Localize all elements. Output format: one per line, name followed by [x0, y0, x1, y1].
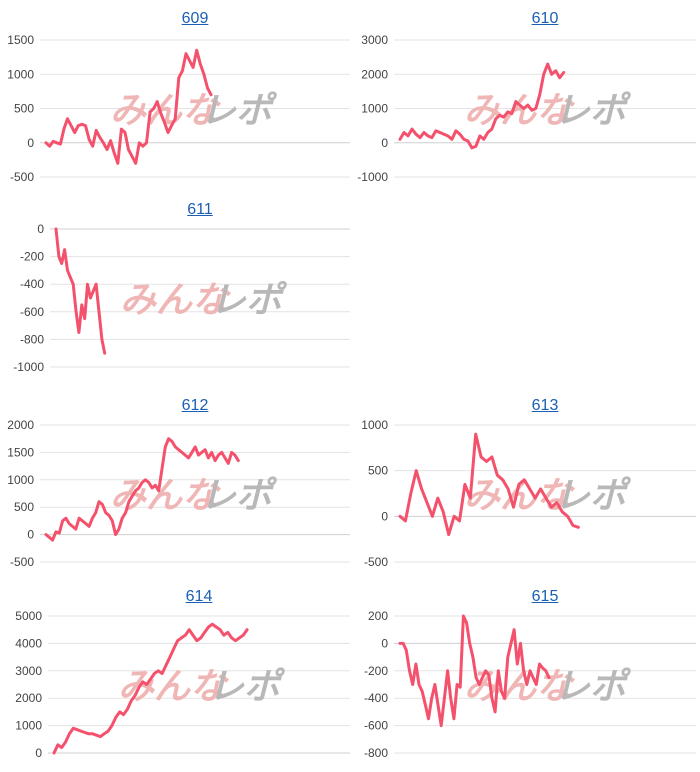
y-tick-label: 2000	[7, 418, 34, 432]
y-tick-label: -600	[364, 719, 388, 733]
series-line	[54, 227, 107, 355]
watermark-logo: みんな	[118, 667, 230, 708]
y-tick-label: -500	[10, 555, 34, 569]
y-tick-label: 1500	[7, 33, 34, 47]
watermark-logo: みんな	[110, 476, 222, 517]
watermark-logo: レポ	[200, 91, 278, 132]
y-tick-label: 1000	[361, 102, 388, 116]
y-tick-label: -400	[364, 691, 388, 705]
y-tick-label: -400	[20, 277, 44, 291]
series-line	[44, 48, 213, 165]
y-tick-label: 0	[381, 636, 388, 650]
y-tick-label: -800	[20, 332, 44, 346]
watermark-logo: レポ	[554, 91, 632, 132]
y-tick-label: -200	[364, 664, 388, 678]
series-line	[398, 614, 551, 728]
y-tick-label: 2000	[361, 67, 388, 81]
y-tick-label: -500	[364, 555, 388, 569]
y-tick-label: 1000	[361, 418, 388, 432]
y-tick-label: 500	[14, 500, 34, 514]
y-tick-label: 3000	[361, 33, 388, 47]
y-tick-label: 0	[37, 222, 44, 236]
y-tick-label: 500	[14, 102, 34, 116]
watermark-logo: レポ	[208, 667, 286, 708]
watermark-logo: みんな	[464, 667, 576, 708]
y-tick-label: -1000	[13, 360, 44, 374]
chart-title-link[interactable]: 613	[531, 397, 559, 414]
chart-title-link[interactable]: 611	[187, 201, 213, 218]
y-tick-label: 0	[27, 136, 34, 150]
chart-title-link[interactable]: 614	[185, 588, 213, 605]
y-tick-label: 1000	[7, 67, 34, 81]
y-tick-label: -1000	[357, 170, 388, 184]
chart-title-link[interactable]: 610	[531, 10, 559, 27]
y-tick-label: 0	[381, 509, 388, 523]
y-tick-label: 200	[368, 609, 388, 623]
series-line	[44, 437, 240, 542]
y-tick-label: 0	[27, 528, 34, 542]
y-tick-label: 4000	[15, 636, 42, 650]
chart-title-link[interactable]: 615	[531, 588, 559, 605]
y-tick-label: 500	[368, 464, 388, 478]
watermark-logo: レポ	[554, 667, 632, 708]
y-tick-label: 2000	[15, 691, 42, 705]
y-tick-label: 1500	[7, 445, 34, 459]
series-line	[398, 62, 566, 150]
watermark-logo: レポ	[210, 280, 288, 321]
watermark-logo: みんな	[464, 91, 576, 132]
chart-title-link[interactable]: 609	[181, 10, 209, 27]
watermark-logo: みんな	[120, 280, 232, 321]
y-tick-label: 0	[381, 136, 388, 150]
y-tick-label: -200	[20, 250, 44, 264]
series-line	[52, 622, 249, 755]
y-tick-label: 0	[35, 746, 42, 760]
y-tick-label: 5000	[15, 609, 42, 623]
y-tick-label: 3000	[15, 664, 42, 678]
watermark-logo: レポ	[200, 476, 278, 517]
y-tick-label: -600	[20, 305, 44, 319]
y-tick-label: -800	[364, 746, 388, 760]
series-line	[398, 432, 580, 537]
watermark-logo: レポ	[554, 476, 632, 517]
y-tick-label: 1000	[7, 473, 34, 487]
y-tick-label: 1000	[15, 719, 42, 733]
y-tick-label: -500	[10, 170, 34, 184]
chart-title-link[interactable]: 612	[181, 397, 209, 414]
